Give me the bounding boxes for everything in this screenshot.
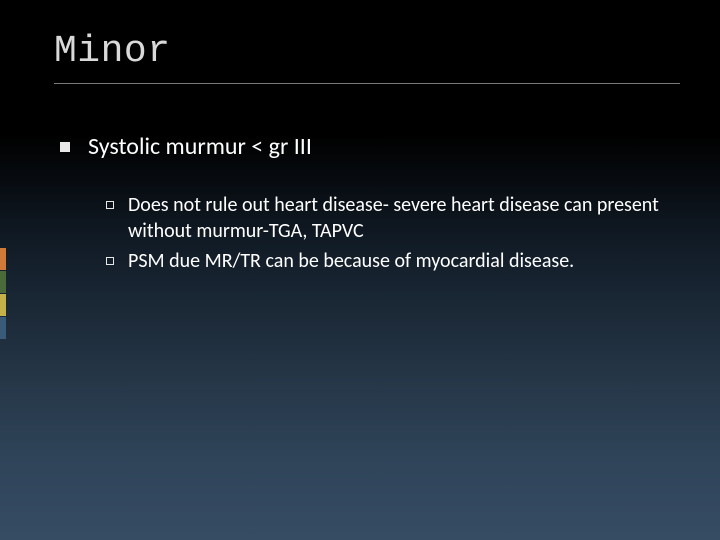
- bullet-text: Does not rule out heart disease- severe …: [128, 192, 670, 244]
- bullet-text: Systolic murmur < gr III: [88, 132, 312, 162]
- hollow-square-bullet-icon: [106, 201, 114, 209]
- bullet-text: PSM due MR/TR can be because of myocardi…: [128, 248, 574, 274]
- accent-bar-stack: [0, 248, 6, 340]
- hollow-square-bullet-icon: [106, 257, 114, 265]
- bullet-level1: Systolic murmur < gr III: [60, 132, 670, 162]
- accent-bar: [0, 294, 6, 316]
- title-underline: [54, 83, 680, 84]
- slide-title: Minor: [54, 30, 680, 79]
- bullet-level2: PSM due MR/TR can be because of myocardi…: [106, 248, 670, 274]
- slide: Minor Systolic murmur < gr III Does not …: [0, 0, 720, 540]
- accent-bar: [0, 271, 6, 293]
- accent-bar: [0, 248, 6, 270]
- square-bullet-icon: [60, 142, 70, 152]
- accent-bar: [0, 317, 6, 339]
- bullet-level2: Does not rule out heart disease- severe …: [106, 192, 670, 244]
- title-area: Minor: [54, 30, 680, 84]
- sub-bullet-list: Does not rule out heart disease- severe …: [106, 192, 670, 274]
- content-area: Systolic murmur < gr III Does not rule o…: [60, 132, 670, 278]
